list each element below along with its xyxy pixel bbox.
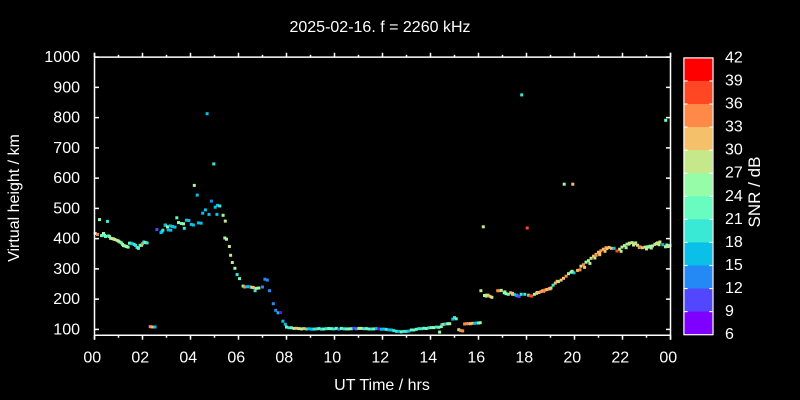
svg-text:UT Time / hrs: UT Time / hrs [334,377,430,394]
svg-text:6: 6 [725,326,734,343]
svg-text:800: 800 [53,110,80,127]
svg-text:42: 42 [725,49,743,66]
svg-text:100: 100 [53,321,80,338]
svg-text:22: 22 [611,350,629,367]
svg-text:27: 27 [725,165,743,182]
svg-text:12: 12 [725,280,743,297]
svg-text:30: 30 [725,142,743,159]
svg-text:21: 21 [725,211,743,228]
svg-text:18: 18 [725,234,743,251]
svg-text:02: 02 [131,350,149,367]
svg-text:200: 200 [53,291,80,308]
svg-text:08: 08 [275,350,293,367]
svg-text:15: 15 [725,257,743,274]
svg-text:36: 36 [725,96,743,113]
svg-text:39: 39 [725,72,743,89]
svg-text:2025-02-16. f = 2260 kHz: 2025-02-16. f = 2260 kHz [289,19,470,36]
svg-text:00: 00 [659,350,677,367]
svg-text:900: 900 [53,79,80,96]
svg-text:33: 33 [725,119,743,136]
svg-text:06: 06 [227,350,245,367]
svg-text:Virtual height / km: Virtual height / km [6,134,23,262]
svg-text:24: 24 [725,188,743,205]
svg-text:600: 600 [53,170,80,187]
svg-text:10: 10 [323,350,341,367]
svg-text:16: 16 [467,350,485,367]
svg-text:14: 14 [419,350,437,367]
svg-text:400: 400 [53,231,80,248]
svg-text:1000: 1000 [44,49,80,66]
svg-text:300: 300 [53,261,80,278]
svg-text:12: 12 [371,350,389,367]
svg-text:20: 20 [563,350,581,367]
svg-text:SNR / dB: SNR / dB [745,157,764,228]
svg-text:18: 18 [515,350,533,367]
svg-text:700: 700 [53,140,80,157]
svg-text:9: 9 [725,303,734,320]
svg-text:500: 500 [53,200,80,217]
svg-text:04: 04 [179,350,197,367]
svg-text:00: 00 [83,350,101,367]
